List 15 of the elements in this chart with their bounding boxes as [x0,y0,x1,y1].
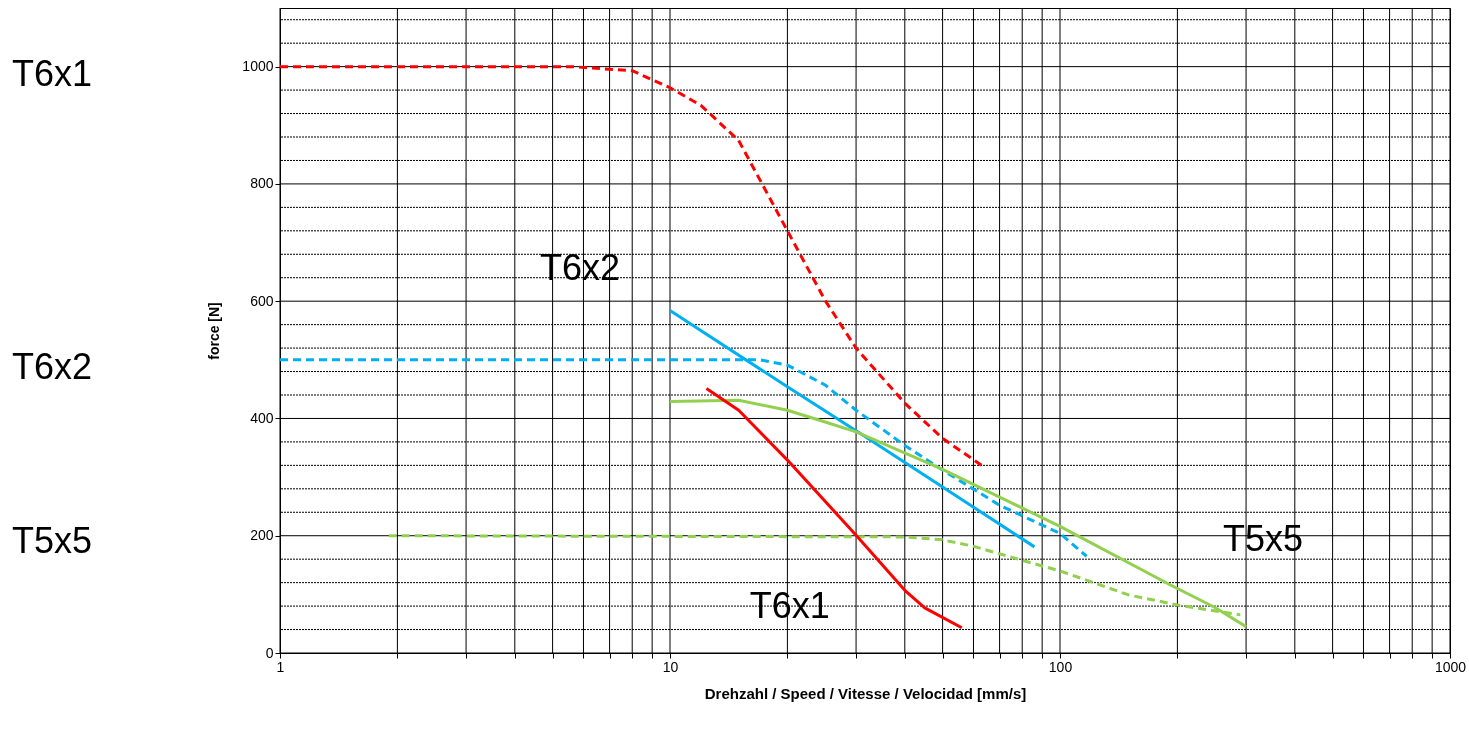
y-tick-label: 200 [250,527,274,544]
x-tick-label: 100 [1048,658,1073,675]
y-tick-label: 800 [250,175,274,192]
y-tick-label: 600 [250,292,274,309]
x-tick-label: 10 [662,658,679,675]
text: T6x1 [12,52,93,94]
x-tick-label: 1000 [1434,658,1467,675]
x-axis-title: Drehzahl / Speed / Vitesse / Velocidad [mm/s] [704,684,1027,702]
x-tick-label: 1 [276,658,285,675]
y-tick-label: 1000 [242,58,274,75]
text: T5x5 [12,519,93,561]
y-tick-label: 400 [250,409,274,426]
y-axis-title: force [N] [206,302,223,360]
text: T6x2 [12,345,93,387]
y-tick-label: 0 [265,644,274,661]
